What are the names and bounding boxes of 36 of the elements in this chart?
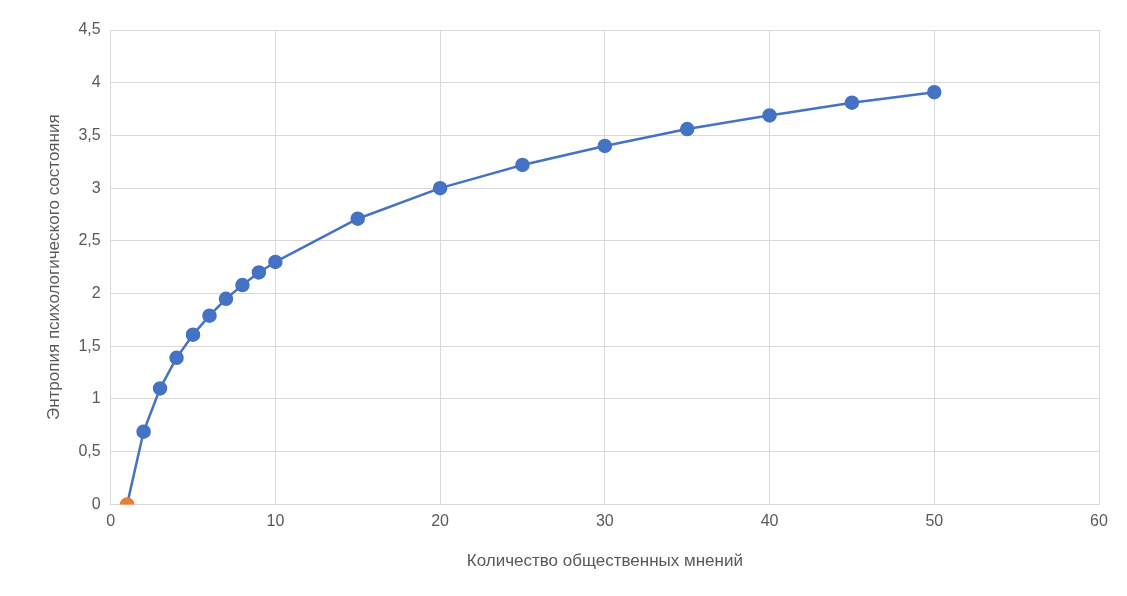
point <box>152 381 168 396</box>
y-tick-label: 4 <box>91 73 101 91</box>
y-tick-label: 3,5 <box>78 125 101 143</box>
y-tick-label: 2 <box>91 283 101 301</box>
point <box>202 308 217 323</box>
point <box>515 157 530 173</box>
x-axis-title: Количество общественных мнений <box>466 551 743 571</box>
y-tick-label: 3 <box>91 178 101 196</box>
x-tick-label: 50 <box>925 512 944 530</box>
point <box>268 254 283 270</box>
point <box>136 424 151 439</box>
x-tick-label: 0 <box>106 512 116 530</box>
point <box>218 291 234 307</box>
y-tick-label: 0 <box>91 494 101 512</box>
point <box>679 121 695 137</box>
point <box>762 108 777 123</box>
x-tick-label: 40 <box>760 512 779 530</box>
point <box>432 180 448 196</box>
x-tick-label: 60 <box>1090 512 1108 530</box>
point <box>185 327 201 342</box>
point <box>927 84 942 100</box>
point <box>235 277 250 293</box>
point <box>350 211 365 226</box>
y-tick-label: 0,5 <box>78 442 101 460</box>
y-tick-label: 4,5 <box>78 20 101 38</box>
y-tick-label: 2,5 <box>78 231 101 249</box>
x-tick-label: 10 <box>266 512 285 530</box>
point <box>844 95 860 110</box>
point <box>597 138 613 154</box>
x-tick-label: 20 <box>431 512 450 530</box>
point <box>169 350 184 366</box>
y-axis-title: Энтропия психологического состояния <box>43 114 63 421</box>
x-tick-label: 30 <box>595 512 614 530</box>
point <box>251 265 267 280</box>
y-tick-label: 1,5 <box>78 336 101 354</box>
y-tick-label: 1 <box>91 389 101 407</box>
